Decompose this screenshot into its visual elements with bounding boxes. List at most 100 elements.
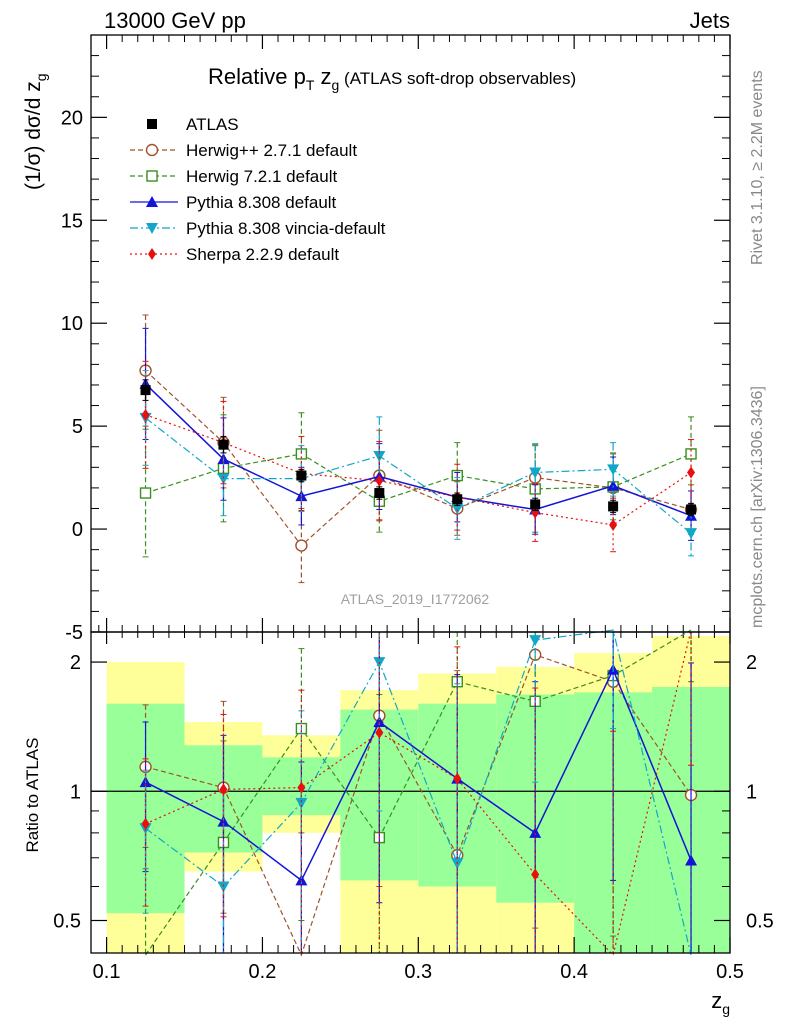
ratio-point-3-1 (217, 881, 230, 893)
x-axis-label: zg (711, 988, 730, 1017)
legend-marker-0 (147, 119, 157, 129)
mcplots-label-text: mcplots.cern.ch [arXiv:1306.3436] (749, 386, 766, 628)
xtick-label-3: 0.4 (560, 961, 588, 983)
legend: ATLAS Herwig++ 2.7.1 default Herwig 7.2.1 … (130, 115, 386, 264)
ratio-ytick-label-1: 1 (70, 781, 81, 803)
ratio-line-1 (145, 629, 692, 956)
ratio-point-3-2 (295, 797, 308, 809)
main-point-4-6 (607, 464, 620, 476)
main-point-0-5 (530, 499, 541, 510)
main-point-5-5 (531, 506, 540, 519)
ratio-point-4-5 (531, 868, 540, 881)
main-point-2-7 (685, 448, 697, 460)
main-point-2-0 (139, 487, 152, 499)
legend-entry-0: ATLAS (147, 115, 239, 134)
main-point-5-0 (141, 408, 150, 421)
ratio-ylabel-text: Ratio to ATLAS (23, 738, 42, 853)
main-point-4-7 (685, 528, 698, 540)
legend-label-3: Pythia 8.308 default (186, 193, 337, 212)
chart-title: Relative pT zg (ATLAS soft-drop observab… (208, 64, 576, 93)
legend-label-1: Herwig++ 2.7.1 default (186, 141, 357, 160)
legend-entry-4: Pythia 8.308 vincia-default (130, 219, 386, 238)
chart-title-sub2: g (332, 77, 340, 93)
legend-entry-1: Herwig++ 2.7.1 default (130, 141, 357, 160)
legend-label-5: Sherpa 2.2.9 default (186, 245, 339, 264)
xtick-label-0: 0.1 (93, 961, 121, 983)
main-line-5 (145, 414, 692, 526)
ratio-y-axis-label: Ratio to ATLAS (23, 738, 42, 853)
main-ytick-label-4: 15 (61, 210, 83, 232)
legend-label-0: ATLAS (186, 115, 239, 134)
ratio-ytick-label-right-1: 1 (746, 781, 757, 803)
main-axis-ticks: -5 0 5 10 15 20 (61, 34, 731, 644)
ratio-ytick-label-right-2: 2 (746, 652, 757, 674)
main-point-4-3 (373, 450, 386, 462)
ratio-series-group (139, 629, 698, 957)
chart-title-suffix: (ATLAS soft-drop observables) (339, 69, 576, 88)
ratio-line-0 (145, 653, 692, 957)
rivet-side-label: Rivet 3.1.10, ≥ 2.2M events (749, 70, 766, 265)
ratio-line-2 (145, 667, 692, 882)
energy-label: 13000 GeV pp (104, 8, 246, 33)
process-label: Jets (690, 8, 730, 33)
main-point-0-1 (218, 439, 229, 450)
legend-marker-3 (146, 196, 158, 207)
panel-frames (90, 34, 731, 954)
main-ytick-label-2: 5 (72, 416, 83, 438)
main-point-0-4 (452, 494, 463, 505)
ratio-panel-frame (90, 631, 731, 954)
ratio-point-2-5 (529, 826, 542, 838)
main-point-5-6 (609, 518, 618, 531)
main-point-5-7 (687, 466, 696, 479)
legend-entry-2: Herwig 7.2.1 default (130, 167, 337, 186)
mcplots-side-label: mcplots.cern.ch [arXiv:1306.3436] (749, 386, 766, 628)
main-series-group (139, 314, 698, 584)
main-point-0-6 (608, 501, 619, 512)
legend-label-4: Pythia 8.308 vincia-default (186, 219, 386, 238)
main-ylabel-sub: g (33, 73, 49, 81)
main-point-5-3 (375, 474, 384, 487)
ratio-point-2-3 (373, 716, 386, 728)
main-line-3 (145, 383, 692, 517)
ratio-point-2-2 (295, 874, 308, 886)
legend-marker-1 (145, 143, 159, 157)
legend-entry-5: Sherpa 2.2.9 default (130, 245, 339, 264)
legend-entry-3: Pythia 8.308 default (130, 193, 337, 212)
main-y-axis-label: (1/σ) dσ/d zg (22, 73, 49, 190)
main-point-4-1 (217, 473, 230, 485)
svg-text:(1/σ) dσ/d zg: (1/σ) dσ/d zg (22, 73, 49, 190)
main-point-4-5 (529, 467, 542, 479)
main-point-3-6 (607, 479, 620, 491)
xtick-label-4: 0.5 (716, 961, 744, 983)
ratio-point-4-0 (141, 817, 150, 830)
ratio-ytick-label-0: 0.5 (53, 910, 81, 932)
analysis-label: ATLAS_2019_I1772062 (341, 591, 490, 607)
ratio-series-4 (141, 629, 695, 957)
main-ylabel-text: (1/σ) dσ/d z (22, 81, 45, 190)
legend-marker-2 (146, 170, 158, 182)
main-ytick-label-0: -5 (65, 622, 83, 644)
ratio-uncertainty-bands (106, 636, 730, 953)
xlabel-text: z (711, 988, 722, 1013)
main-line-4 (145, 417, 692, 534)
main-point-0-7 (686, 504, 697, 515)
main-ytick-label-5: 20 (61, 107, 83, 129)
legend-label-2: Herwig 7.2.1 default (186, 167, 337, 186)
chart-title-mid: z (314, 64, 331, 89)
legend-marker-4 (146, 223, 158, 234)
main-point-1-2 (295, 539, 308, 552)
ratio-point-4-1 (219, 783, 228, 796)
main-panel-bg (91, 35, 730, 632)
ratio-axis-ticks: 0.5 0.5 1 1 2 2 0.1 0.2 0.3 0.4 0.5 (53, 632, 774, 983)
main-point-0-3 (374, 488, 385, 499)
main-ytick-label-1: 0 (72, 519, 83, 541)
rivet-label-text: Rivet 3.1.10, ≥ 2.2M events (749, 70, 766, 265)
ratio-point-4-4 (453, 772, 462, 785)
chart-title-sub: T (306, 77, 315, 93)
ratio-point-2-7 (685, 854, 698, 866)
main-point-4-4 (451, 503, 464, 515)
ratio-ytick-label-right-0: 0.5 (746, 910, 774, 932)
ratio-point-4-2 (297, 781, 306, 794)
main-point-0-0 (140, 385, 151, 396)
